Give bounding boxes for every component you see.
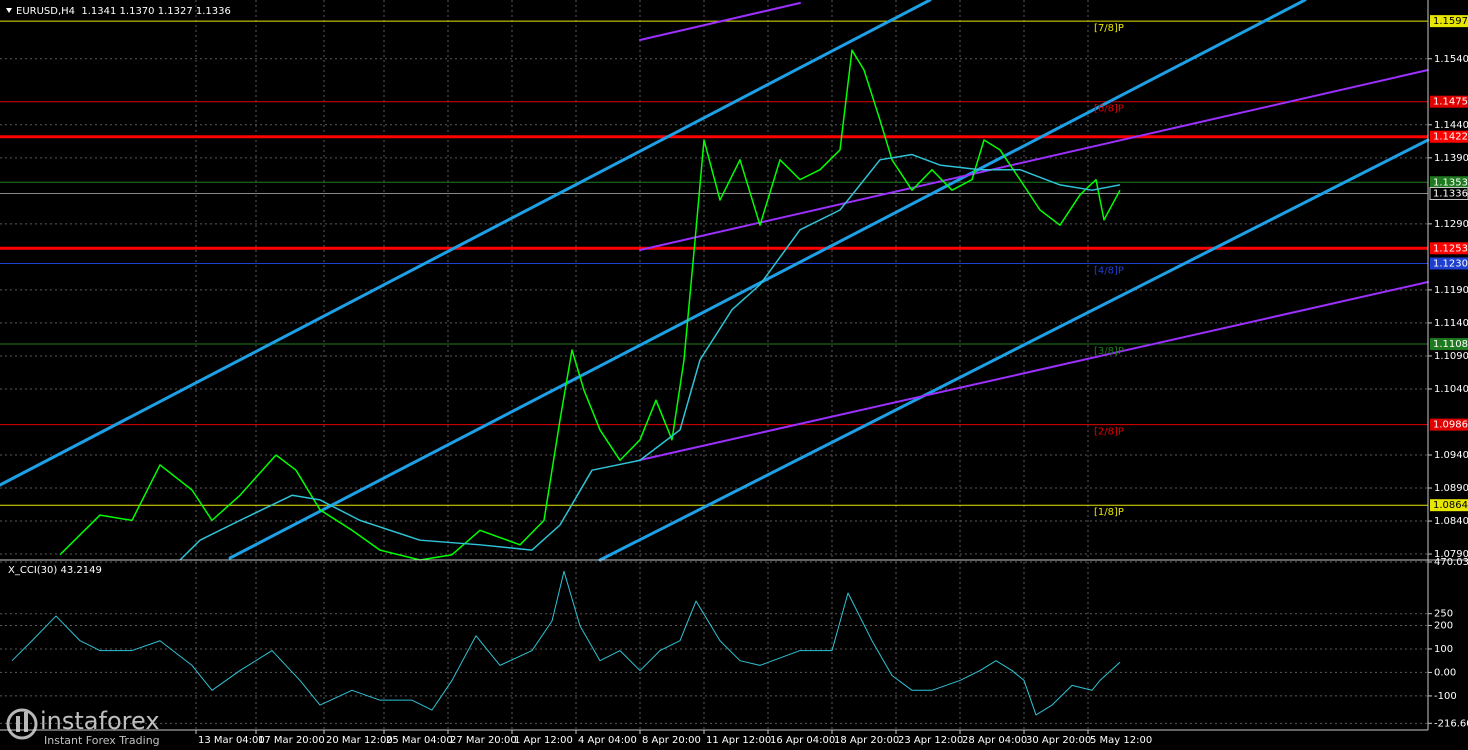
channel-line bbox=[639, 69, 1429, 251]
channel-line bbox=[639, 2, 801, 41]
level-tag-label: 1.1253 bbox=[1433, 243, 1468, 254]
level-tag bbox=[1430, 418, 1468, 431]
x-tick-label: 1 Apr 12:00 bbox=[514, 735, 573, 746]
y-tick-label: 1.1040 bbox=[1434, 384, 1468, 395]
x-tick-label: 18 Apr 20:00 bbox=[834, 735, 899, 746]
watermark: instaforex Instant Forex Trading bbox=[6, 707, 160, 747]
murrey-label: [7/8]P bbox=[1094, 23, 1124, 34]
level-tag-label: 1.1353 bbox=[1433, 177, 1468, 188]
x-tick-label: 25 Mar 04:00 bbox=[386, 735, 453, 746]
level-tag bbox=[1430, 499, 1468, 512]
x-tick-label: 27 Mar 20:00 bbox=[450, 735, 517, 746]
murrey-label: [1/8]P bbox=[1094, 507, 1124, 518]
x-tick-label: 11 Apr 12:00 bbox=[706, 735, 771, 746]
level-tag bbox=[1430, 130, 1468, 143]
x-tick-label: 16 Apr 04:00 bbox=[770, 735, 835, 746]
cci-tick-label: 250 bbox=[1434, 609, 1453, 620]
level-tag-label: 1.1475 bbox=[1433, 97, 1468, 108]
x-tick-label: 17 Mar 20:00 bbox=[258, 735, 325, 746]
cci-tick-label: 200 bbox=[1434, 620, 1453, 631]
logo-bar bbox=[24, 712, 28, 732]
level-tag-label: 1.0986 bbox=[1433, 420, 1468, 431]
menu-arrow bbox=[6, 8, 12, 13]
channel-line bbox=[228, 0, 1307, 560]
channel-line bbox=[598, 138, 1430, 562]
x-tick-label: 8 Apr 20:00 bbox=[642, 735, 701, 746]
level-tag-label: 1.1422 bbox=[1433, 132, 1468, 143]
series-line bbox=[59, 49, 1121, 561]
y-tick-label: 1.1540 bbox=[1434, 54, 1468, 65]
x-tick-label: 4 Apr 04:00 bbox=[578, 735, 637, 746]
y-tick-label: 1.0890 bbox=[1434, 483, 1468, 494]
murrey-label: [4/8]P bbox=[1094, 265, 1124, 276]
y-tick-label: 1.0940 bbox=[1434, 450, 1468, 461]
y-tick-label: 1.0840 bbox=[1434, 516, 1468, 527]
level-tag bbox=[1430, 338, 1468, 351]
x-tick-label: 5 May 12:00 bbox=[1090, 735, 1152, 746]
series-line bbox=[11, 570, 1121, 716]
level-tag bbox=[1430, 95, 1468, 108]
channel-line bbox=[639, 281, 1429, 461]
y-tick-label: 1.1290 bbox=[1434, 219, 1468, 230]
logo-ring bbox=[6, 708, 38, 740]
level-layer bbox=[0, 20, 1428, 506]
x-tick-label: 28 Apr 04:00 bbox=[962, 735, 1027, 746]
level-tag bbox=[1430, 242, 1468, 255]
grid-layer bbox=[0, 0, 1428, 730]
y-tick-label: 1.1090 bbox=[1434, 351, 1468, 362]
x-tick-label: 30 Apr 20:00 bbox=[1026, 735, 1091, 746]
x-tick-label: 13 Mar 04:00 bbox=[198, 735, 265, 746]
cci-tick-label: -216.608 bbox=[1434, 718, 1468, 729]
trend-channels bbox=[0, 0, 1430, 562]
x-tick-label: 20 Mar 12:00 bbox=[326, 735, 393, 746]
y-tick-label: 1.1440 bbox=[1434, 120, 1468, 131]
watermark-brand: instaforex bbox=[40, 707, 160, 735]
murrey-label: [6/8]P bbox=[1094, 104, 1124, 115]
y-tick-label: 1.1190 bbox=[1434, 285, 1468, 296]
chart-title: EURUSD,H4 1.1341 1.1370 1.1327 1.1336 bbox=[16, 6, 231, 17]
cci-tick-label: 0.00 bbox=[1434, 667, 1456, 678]
level-tag-label: 1.1597 bbox=[1433, 16, 1468, 27]
watermark-tagline: Instant Forex Trading bbox=[44, 734, 160, 747]
level-tag-label: 1.1230 bbox=[1433, 258, 1468, 269]
murrey-label: [2/8]P bbox=[1094, 427, 1124, 438]
murrey-label: [3/8]P bbox=[1094, 346, 1124, 357]
x-tick-label: 23 Apr 12:00 bbox=[898, 735, 963, 746]
cci-tick-label: -100 bbox=[1434, 691, 1457, 702]
level-tag bbox=[1430, 257, 1468, 270]
logo-bar bbox=[16, 716, 20, 732]
level-tag bbox=[1429, 186, 1468, 200]
level-tag bbox=[1430, 15, 1468, 28]
indicator-title: X_CCI(30) 43.2149 bbox=[8, 565, 102, 576]
level-tag-label: 1.0864 bbox=[1433, 500, 1468, 511]
y-tick-label: 1.1390 bbox=[1434, 153, 1468, 164]
cci-tick-label: 470.0319 bbox=[1434, 557, 1468, 568]
series-layer bbox=[11, 49, 1121, 716]
level-tag-label: 1.1336 bbox=[1433, 188, 1468, 199]
cci-tick-label: 100 bbox=[1434, 644, 1453, 655]
y-tick-label: 1.1140 bbox=[1434, 318, 1468, 329]
channel-line bbox=[0, 0, 932, 487]
series-line bbox=[179, 153, 1121, 561]
level-tag bbox=[1430, 176, 1468, 189]
level-tag-label: 1.1108 bbox=[1433, 339, 1468, 350]
y-tick-label: 1.0790 bbox=[1434, 549, 1468, 560]
